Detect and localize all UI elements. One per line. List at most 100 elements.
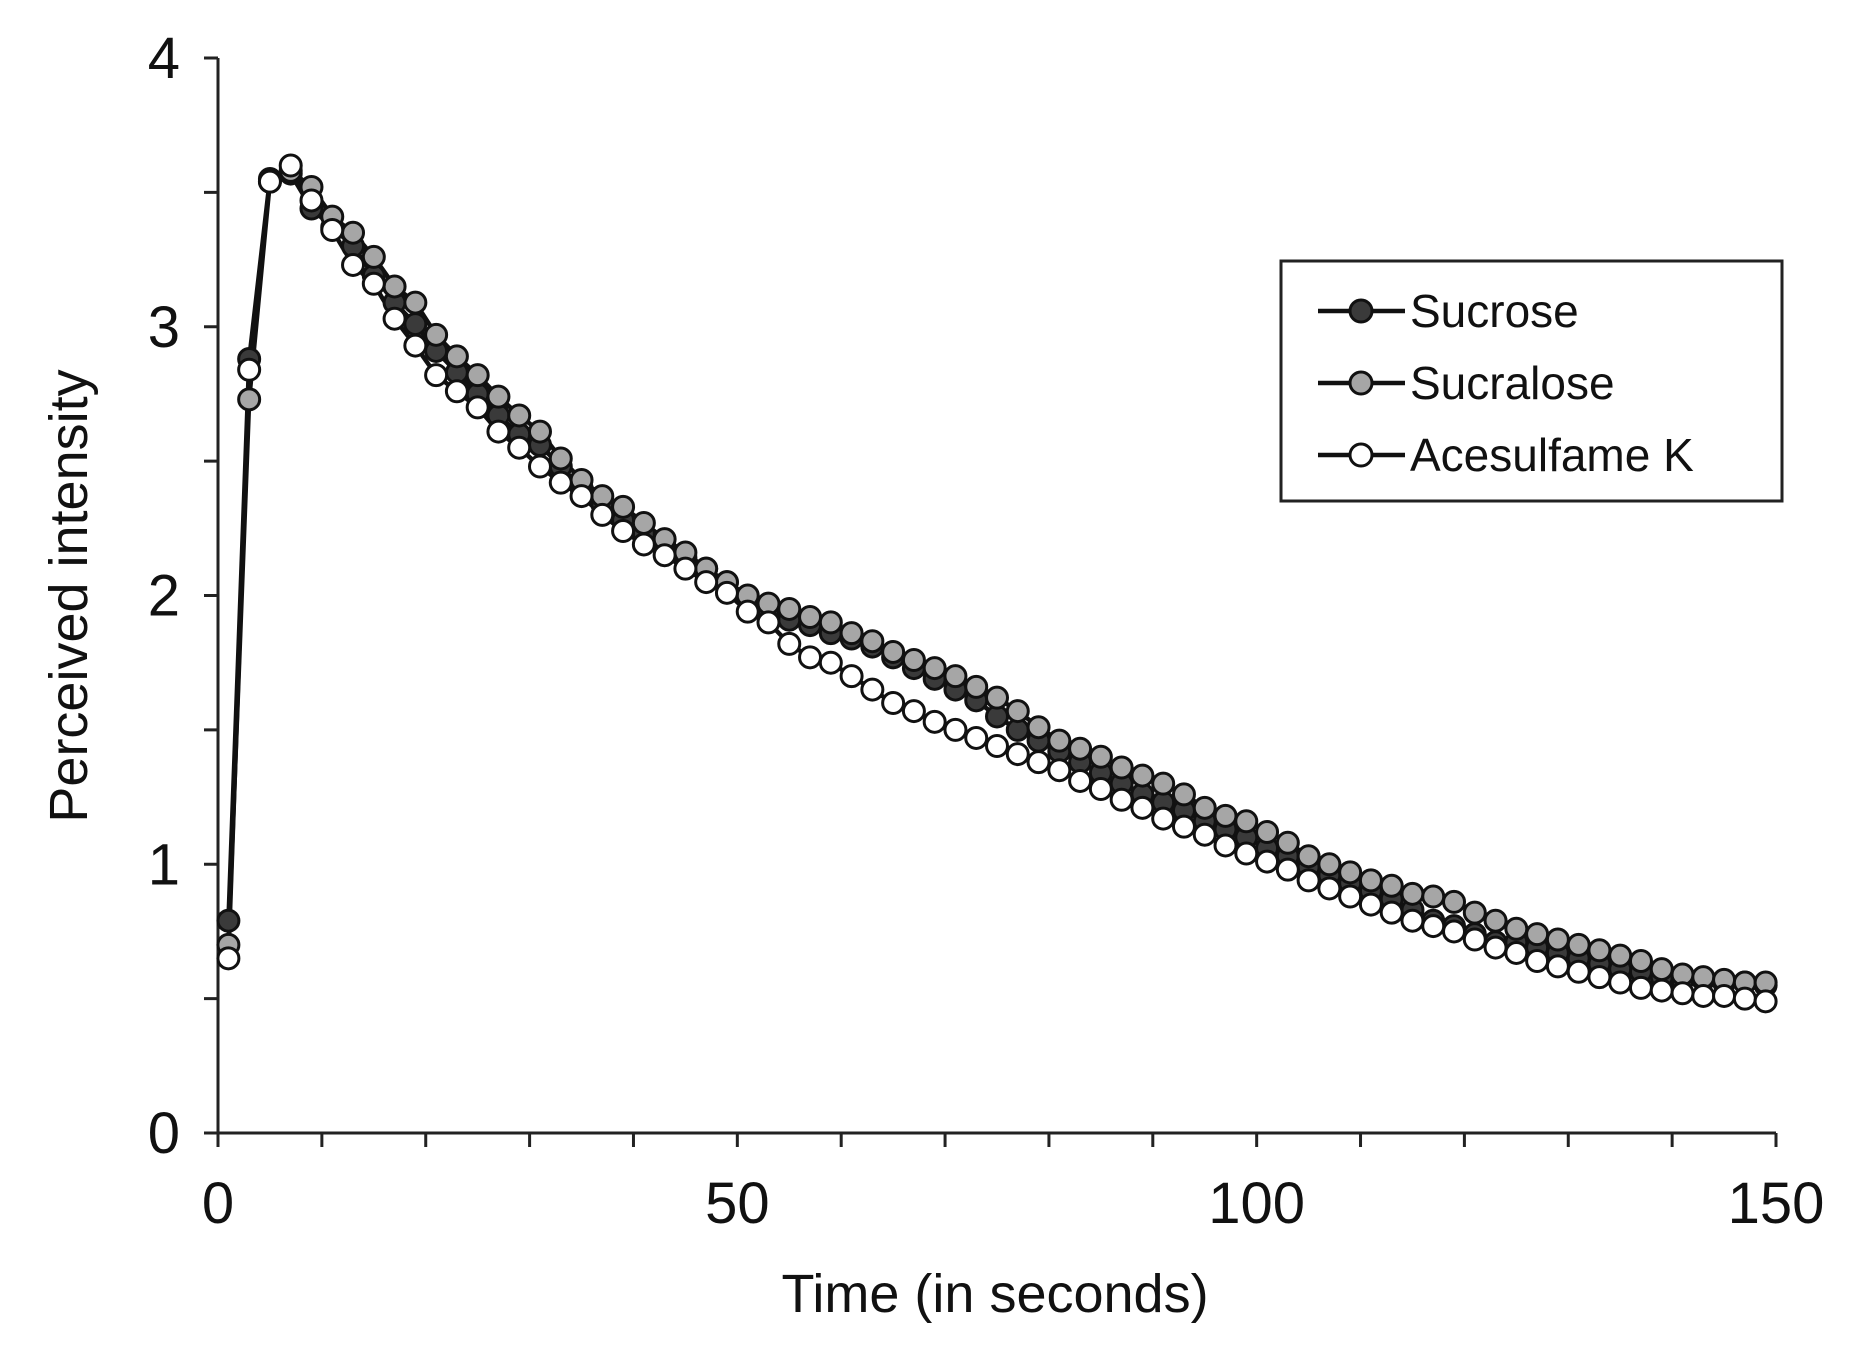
data-point-series-1 [1109, 755, 1134, 780]
data-point-series-1 [1068, 736, 1093, 761]
legend-swatch-marker [1348, 370, 1374, 396]
data-point-series-2 [1234, 841, 1259, 866]
data-point-series-2 [964, 725, 989, 750]
data-point-series-1 [1379, 873, 1404, 898]
data-point-series-2 [1338, 884, 1363, 909]
x-tick-label: 100 [1208, 1171, 1305, 1236]
data-point-series-2 [611, 519, 636, 543]
data-point-series-2 [922, 709, 947, 734]
data-point-series-2 [818, 650, 843, 675]
data-point-series-2 [1130, 795, 1155, 820]
data-point-series-2 [1545, 954, 1570, 979]
data-point-series-1 [1047, 728, 1072, 753]
data-point-series-1 [1483, 908, 1508, 933]
data-point-series-2 [1171, 814, 1196, 839]
data-point-series-2 [860, 677, 885, 702]
data-point-series-2 [486, 419, 511, 444]
y-tick-label: 0 [148, 1101, 180, 1166]
data-point-series-1 [943, 664, 968, 689]
data-point-series-1 [881, 639, 906, 664]
data-point-series-2 [548, 470, 573, 495]
data-point-series-1 [1462, 900, 1487, 925]
y-tick-label: 4 [148, 26, 180, 91]
data-point-series-2 [1109, 787, 1134, 812]
data-point-series-1 [361, 244, 386, 269]
data-point-series-1 [631, 510, 656, 535]
data-point-series-2 [569, 484, 594, 509]
data-point-series-2 [1047, 758, 1072, 783]
data-point-series-1 [486, 384, 511, 409]
data-point-series-2 [1213, 833, 1238, 858]
legend-label: Acesulfame K [1410, 429, 1694, 481]
data-point-series-2 [777, 631, 802, 656]
data-point-series-2 [694, 570, 719, 595]
data-point-series-1 [1442, 889, 1467, 914]
legend-swatch-marker [1348, 442, 1374, 468]
data-point-series-1 [611, 494, 636, 519]
data-point-series-1 [1213, 803, 1238, 828]
data-point-series-2 [1192, 822, 1217, 847]
data-point-series-1 [964, 674, 989, 699]
y-tick-label: 1 [148, 832, 180, 897]
data-point-series-1 [1338, 860, 1363, 885]
data-point-series-2 [507, 435, 532, 460]
data-point-series-1 [1130, 763, 1155, 788]
data-point-series-2 [444, 379, 469, 404]
data-point-series-2 [1608, 970, 1633, 995]
data-point-series-2 [631, 532, 656, 557]
legend-label: Sucrose [1410, 285, 1579, 337]
data-point-series-2 [1379, 900, 1404, 925]
data-point-series-2 [735, 599, 760, 624]
data-point-series-0 [403, 312, 428, 337]
data-point-series-2 [1275, 857, 1300, 882]
y-tick-label: 2 [148, 564, 180, 629]
data-point-series-2 [1400, 908, 1425, 933]
data-point-series-1 [1088, 744, 1113, 769]
data-point-series-1 [1545, 927, 1570, 952]
data-point-series-1 [1171, 782, 1196, 807]
legend: Sucrose Sucralose Acesulfame K [1279, 259, 1784, 503]
data-point-series-1 [1587, 938, 1612, 963]
data-point-series-2 [320, 218, 345, 242]
data-point-series-1 [1005, 699, 1030, 724]
data-point-series-2 [1649, 978, 1674, 1003]
data-point-series-2 [1670, 981, 1695, 1006]
data-point-series-1 [1296, 844, 1321, 869]
data-point-series-2 [403, 333, 428, 358]
data-point-series-1 [901, 648, 926, 672]
data-point-series-1 [1421, 884, 1446, 909]
data-point-series-2 [1712, 983, 1737, 1008]
data-point-series-0 [216, 908, 241, 933]
data-point-series-2 [901, 699, 926, 724]
data-point-series-2 [424, 363, 449, 388]
data-point-series-1 [985, 685, 1009, 710]
data-point-series-1 [444, 344, 469, 369]
x-tick-label: 0 [202, 1171, 234, 1236]
data-point-series-2 [943, 717, 968, 742]
data-point-series-1 [341, 220, 366, 245]
data-point-series-1 [860, 629, 885, 654]
data-point-series-2 [756, 610, 781, 635]
data-point-series-2 [341, 252, 366, 277]
data-point-series-2 [1005, 742, 1030, 767]
data-point-series-2 [714, 580, 739, 605]
data-point-series-2 [652, 543, 677, 568]
data-point-series-1 [1525, 922, 1550, 947]
data-point-series-2 [839, 664, 864, 689]
data-point-series-1 [839, 621, 864, 646]
series-layer [216, 153, 1778, 1014]
data-point-series-2 [1068, 768, 1093, 793]
data-point-series-2 [237, 357, 262, 382]
data-point-series-2 [1255, 849, 1280, 874]
data-point-series-2 [1525, 949, 1550, 973]
data-point-series-2 [1317, 876, 1342, 901]
data-point-series-2 [1421, 914, 1446, 939]
legend-label: Sucralose [1410, 357, 1615, 409]
data-point-series-1 [527, 419, 552, 444]
data-point-series-2 [1587, 965, 1612, 990]
data-point-series-1 [1358, 868, 1383, 893]
data-point-series-1 [403, 290, 428, 315]
data-point-series-2 [1296, 868, 1321, 893]
data-point-series-1 [1400, 881, 1425, 906]
data-point-series-2 [673, 556, 698, 581]
